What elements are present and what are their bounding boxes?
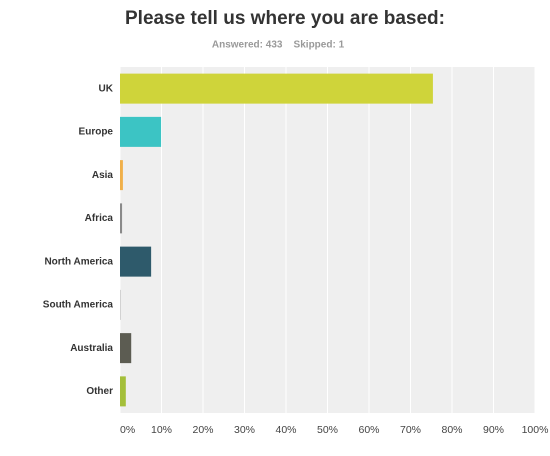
x-tick-label: 70% xyxy=(400,424,421,436)
bar xyxy=(120,160,123,191)
x-tick-label: 40% xyxy=(275,424,296,436)
chart-title: Please tell us where you are based: xyxy=(125,8,445,29)
bar xyxy=(120,376,126,407)
y-tick-label: UK xyxy=(99,83,114,94)
chart-subtitle: Answered: 433 Skipped: 1 xyxy=(212,40,345,51)
bar xyxy=(120,333,132,364)
y-tick-label: Other xyxy=(86,386,113,397)
y-tick-label: Europe xyxy=(79,127,114,138)
x-tick-label: 50% xyxy=(317,424,338,436)
bar xyxy=(120,246,152,277)
bar xyxy=(120,116,162,147)
y-tick-label: South America xyxy=(43,300,114,311)
bar xyxy=(120,289,121,320)
x-tick-label: 10% xyxy=(151,424,172,436)
x-tick-label: 90% xyxy=(483,424,504,436)
x-tick-label: 30% xyxy=(234,424,255,436)
bar xyxy=(120,73,433,104)
x-tick-label: 20% xyxy=(192,424,213,436)
x-tick-label: 80% xyxy=(441,424,462,436)
x-tick-label: 0% xyxy=(120,424,135,436)
y-tick-label: Australia xyxy=(70,343,113,354)
y-tick-label: Africa xyxy=(85,213,114,224)
x-tick-label: 100% xyxy=(522,424,549,436)
y-tick-label: North America xyxy=(44,256,113,267)
bar xyxy=(120,203,123,234)
y-tick-label: Asia xyxy=(92,170,114,181)
x-tick-label: 60% xyxy=(358,424,379,436)
